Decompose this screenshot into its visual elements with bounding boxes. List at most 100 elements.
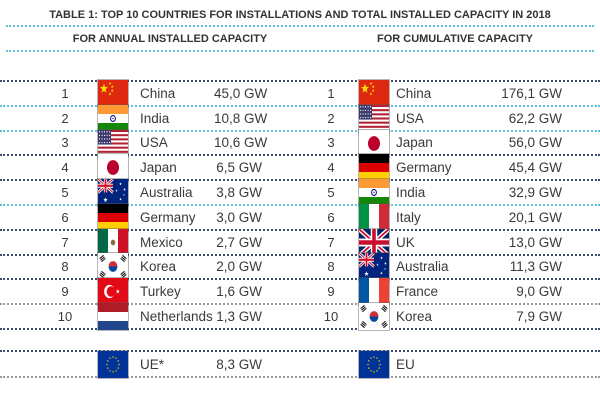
country-annual: Korea (140, 259, 177, 275)
capacity-annual: 2,7 GW (216, 234, 262, 250)
country-cumulative: China (396, 85, 432, 101)
capacity-annual: 1,6 GW (216, 284, 262, 300)
table-row: 8 Korea 2,0 GW 8 Australia 11,3 GW (0, 253, 600, 281)
netherlands-flag-icon (98, 303, 128, 331)
country-annual: China (140, 85, 176, 101)
rank-cumulative: 10 (323, 309, 339, 325)
table-body: 1 China 45,0 GW 1 China 176,1 GW 2 India… (0, 79, 600, 331)
capacity-annual: 6,5 GW (216, 160, 262, 176)
capacity-annual: 8,3 GW (216, 356, 262, 372)
country-annual: USA (140, 135, 168, 151)
germany-flag-icon (359, 154, 389, 182)
country-annual: India (140, 110, 170, 126)
capacity-cumulative: 32,9 GW (508, 185, 562, 201)
flag-cell-cumulative (354, 179, 394, 207)
table-row: 6 Germany 3,0 GW 6 Italy 20,1 GW (0, 203, 600, 231)
italy-flag-icon (359, 203, 389, 231)
table-row: 5 Australia 3,8 GW 5 India 32,9 GW (0, 179, 600, 207)
country-annual: Australia (140, 185, 193, 201)
flag-cell-cumulative (354, 350, 394, 378)
country-cumulative: Italy (396, 209, 421, 225)
capacity-cumulative: 62,2 GW (508, 110, 562, 126)
country-cumulative: Australia (396, 259, 449, 275)
table-row: 10 Netherlands 1,3 GW 10 Korea 7,9 GW (0, 303, 600, 331)
flag-cell-annual (90, 253, 136, 281)
flag-cell-annual (90, 104, 136, 132)
flag-cell-cumulative (354, 129, 394, 157)
country-annual: UE* (140, 356, 165, 372)
rank-cumulative: 3 (327, 135, 335, 151)
china-flag-icon (359, 79, 389, 107)
korea-flag-icon (359, 303, 389, 331)
flag-cell-annual (90, 278, 136, 306)
capacity-annual: 10,8 GW (214, 110, 268, 126)
rank-cumulative: 9 (327, 284, 335, 300)
capacity-cumulative: 176,1 GW (501, 85, 562, 101)
china-flag-icon (98, 79, 128, 107)
country-cumulative: UK (396, 234, 415, 250)
country-cumulative: Korea (396, 309, 433, 325)
table-footer-row: UE* 8,3 GW EU (0, 350, 600, 378)
turkey-flag-icon (98, 278, 128, 306)
rank-annual: 5 (61, 185, 69, 201)
capacity-cumulative: 9,0 GW (516, 284, 562, 300)
capacity-annual: 1,3 GW (216, 309, 262, 325)
table-row: 9 Turkey 1,6 GW 9 France 9,0 GW (0, 278, 600, 306)
rank-annual: 1 (61, 85, 69, 101)
flag-cell-cumulative (354, 228, 394, 256)
table-title: TABLE 1: TOP 10 COUNTRIES FOR INSTALLATI… (49, 9, 551, 21)
capacity-annual: 45,0 GW (214, 85, 268, 101)
capacity-annual: 3,0 GW (216, 209, 262, 225)
rank-annual: 10 (57, 309, 73, 325)
rank-cumulative: 1 (327, 85, 335, 101)
japan-flag-icon (359, 129, 389, 157)
rank-annual: 8 (61, 259, 69, 275)
table-row: 2 India 10,8 GW 2 USA 62,2 GW (0, 104, 600, 132)
rank-annual: 2 (61, 110, 69, 126)
uk-flag-icon (359, 228, 389, 256)
capacity-annual: 2,0 GW (216, 259, 262, 275)
rank-annual: 4 (61, 160, 69, 176)
divider-under-headers (6, 50, 594, 52)
australia-flag-icon (359, 253, 389, 281)
capacity-cumulative: 7,9 GW (516, 309, 562, 325)
capacity-cumulative: 11,3 GW (509, 259, 562, 275)
country-cumulative: USA (396, 110, 424, 126)
eu-flag-icon (359, 350, 389, 378)
country-annual: Japan (140, 160, 177, 176)
country-cumulative: India (396, 185, 426, 201)
rank-annual: 7 (61, 234, 69, 250)
rank-annual: 6 (61, 209, 69, 225)
rank-cumulative: 5 (327, 185, 335, 201)
rank-annual: 3 (61, 135, 69, 151)
table-row: 1 China 45,0 GW 1 China 176,1 GW (0, 79, 600, 107)
capacity-cumulative: 20,1 GW (508, 209, 562, 225)
japan-flag-icon (98, 154, 128, 182)
capacity-cumulative: 13,0 GW (508, 234, 562, 250)
country-annual: Turkey (140, 284, 181, 300)
flag-cell-annual (90, 179, 136, 207)
flag-cell-annual (90, 350, 136, 378)
flag-cell-cumulative (354, 79, 394, 107)
capacity-cumulative: 45,4 GW (508, 160, 562, 176)
flag-cell-cumulative (354, 203, 394, 231)
country-annual: Mexico (140, 234, 183, 250)
country-cumulative: Germany (396, 160, 452, 176)
flag-cell-annual (90, 303, 136, 331)
eu-flag-icon (98, 350, 128, 378)
flag-cell-annual (90, 129, 136, 157)
mexico-flag-icon (98, 228, 128, 256)
flag-cell-cumulative (354, 154, 394, 182)
flag-cell-annual (90, 228, 136, 256)
table-row: 4 Japan 6,5 GW 4 Germany 45,4 GW (0, 154, 600, 182)
flag-cell-cumulative (354, 303, 394, 331)
germany-flag-icon (98, 203, 128, 231)
country-annual: Netherlands (140, 309, 213, 325)
flag-cell-annual (90, 154, 136, 182)
capacity-annual: 3,8 GW (216, 185, 262, 201)
country-annual: Germany (140, 209, 196, 225)
rank-cumulative: 4 (327, 160, 335, 176)
country-cumulative: France (396, 284, 439, 300)
rank-cumulative: 7 (327, 234, 335, 250)
